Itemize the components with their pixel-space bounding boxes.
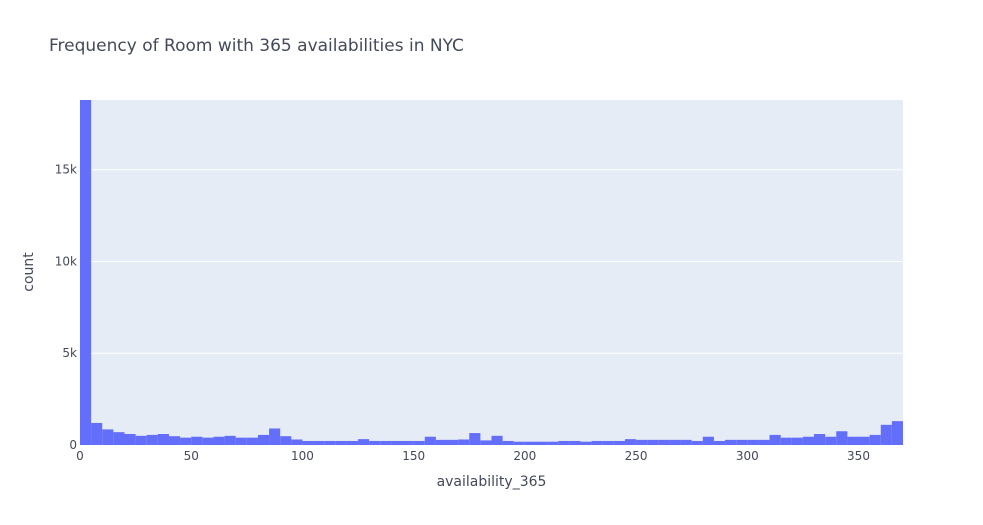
histogram-bar	[102, 429, 114, 445]
histogram-bar	[202, 437, 214, 445]
bars	[80, 100, 903, 445]
histogram-bar	[124, 433, 136, 445]
histogram-bar	[547, 441, 559, 445]
histogram-bar	[880, 424, 892, 445]
histogram-bar	[291, 439, 303, 445]
histogram-bar	[836, 431, 848, 445]
histogram-bar	[569, 440, 581, 445]
histogram-bar	[758, 439, 770, 445]
histogram-bar	[280, 436, 292, 445]
histogram-bar	[424, 436, 436, 445]
histogram-bar	[669, 439, 681, 445]
y-tick-label: 0	[69, 438, 77, 452]
histogram-bar	[513, 441, 525, 445]
histogram-bar	[702, 436, 714, 445]
histogram-bar	[435, 439, 448, 445]
histogram-bar	[402, 440, 414, 445]
x-tick-label: 250	[625, 449, 648, 463]
histogram-bar	[302, 440, 314, 445]
histogram-bar	[224, 435, 236, 445]
histogram-bar	[558, 440, 570, 445]
y-tick-label: 10k	[55, 254, 77, 268]
histogram-bar	[313, 440, 325, 445]
chart-title: Frequency of Room with 365 availabilitie…	[49, 36, 464, 56]
histogram-bar	[602, 440, 614, 445]
x-tick-label: 150	[402, 449, 425, 463]
y-tick-label: 5k	[62, 346, 77, 360]
histogram-bar	[891, 421, 903, 445]
histogram-bar	[447, 439, 459, 445]
histogram-bar	[869, 434, 881, 445]
x-tick-label: 100	[291, 449, 314, 463]
histogram-bar	[269, 428, 281, 445]
histogram-bar	[180, 437, 192, 445]
histogram-bar	[413, 440, 425, 445]
histogram-bar	[825, 436, 837, 445]
histogram-bar	[168, 436, 181, 445]
histogram-bar	[658, 439, 670, 445]
histogram-bar	[535, 441, 548, 445]
gridlines	[80, 169, 903, 354]
histogram-bar	[847, 436, 859, 445]
histogram-bar	[636, 439, 648, 445]
histogram-bar	[469, 433, 481, 445]
histogram-bar	[235, 437, 247, 445]
y-axis-ticks: 0 5k 10k 15k	[55, 163, 77, 452]
x-axis-ticks: 0 50 100 150 200 250 300 350	[76, 449, 870, 463]
histogram-bar	[113, 432, 125, 445]
x-tick-label: 0	[76, 449, 84, 463]
histogram-bar	[713, 440, 726, 445]
histogram-bar	[591, 440, 603, 445]
histogram-bar	[146, 434, 158, 445]
histogram-bar	[580, 441, 592, 445]
histogram-bar	[391, 440, 403, 445]
histogram-bar	[858, 436, 870, 445]
histogram-bar	[324, 440, 336, 445]
histogram-bar	[80, 100, 92, 445]
histogram-bar	[736, 439, 748, 445]
histogram-bar	[814, 433, 826, 445]
y-tick-label: 15k	[55, 163, 77, 177]
histogram-bar	[346, 440, 359, 445]
histogram-bar	[91, 422, 103, 445]
histogram-bar	[647, 439, 659, 445]
histogram-bar	[680, 439, 692, 445]
histogram-bar	[780, 437, 792, 445]
histogram-bar	[802, 436, 815, 445]
plot-area	[80, 100, 903, 445]
y-axis-label: count	[21, 252, 37, 292]
x-axis-label: availability_365	[437, 474, 547, 490]
x-tick-label: 350	[847, 449, 870, 463]
histogram-bar	[613, 440, 625, 445]
histogram-bar	[691, 440, 703, 445]
histogram-bar	[458, 439, 470, 445]
histogram-bar	[480, 440, 492, 445]
histogram-bar	[769, 434, 781, 445]
histogram-bar	[491, 435, 503, 445]
histogram-bar	[257, 434, 270, 445]
histogram-bar	[335, 440, 347, 445]
histogram-bar	[213, 436, 225, 445]
histogram-bar	[358, 439, 370, 445]
x-tick-label: 200	[513, 449, 536, 463]
histogram-bar	[380, 440, 392, 445]
histogram-bar	[725, 439, 737, 445]
histogram-bar	[624, 439, 637, 445]
histogram-bar	[502, 440, 514, 445]
histogram-bar	[747, 439, 759, 445]
histogram-bar	[157, 433, 169, 445]
histogram-bar	[524, 441, 536, 445]
histogram-bar	[369, 440, 381, 445]
x-tick-label: 300	[736, 449, 759, 463]
histogram-bar	[791, 437, 803, 445]
histogram-bar	[135, 435, 147, 445]
histogram-bar	[191, 436, 203, 445]
histogram-bar	[246, 437, 258, 445]
x-tick-label: 50	[184, 449, 199, 463]
